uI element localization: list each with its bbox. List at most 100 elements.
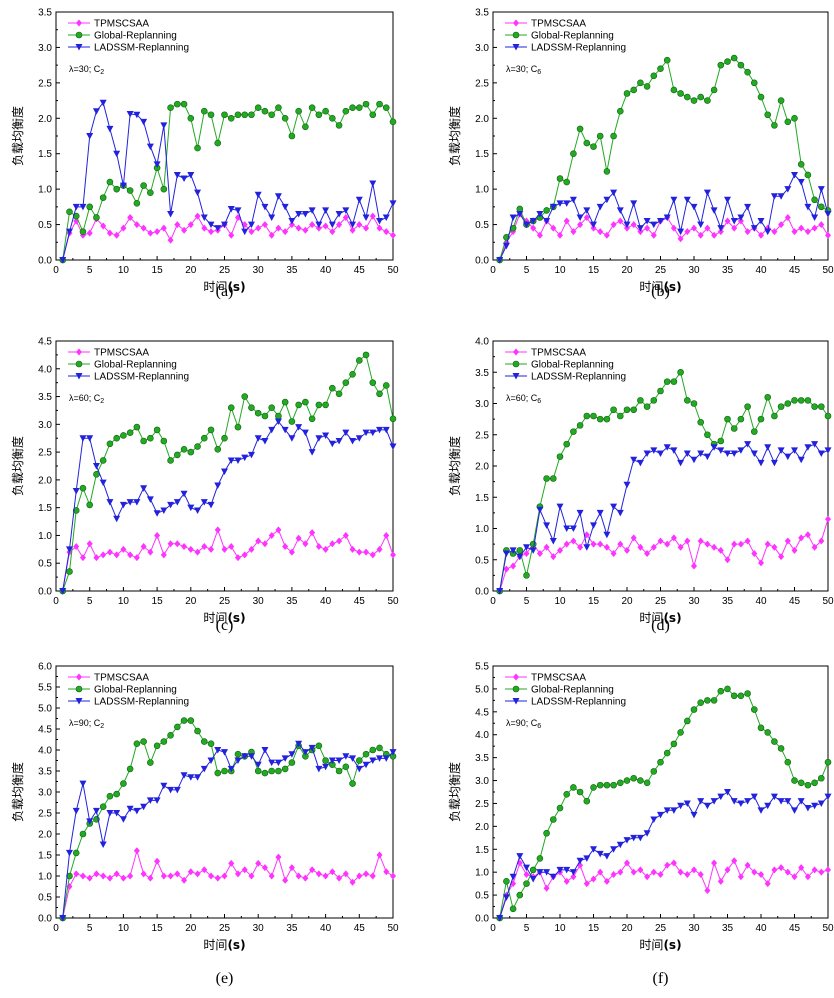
data-point-circle — [750, 428, 758, 435]
data-point-diamond — [684, 870, 691, 878]
data-point-triangle — [797, 179, 805, 186]
data-point-circle — [194, 144, 201, 152]
x-tick-label: 50 — [387, 923, 399, 934]
data-point-diamond — [751, 550, 758, 557]
data-point-triangle — [603, 196, 611, 204]
data-point-circle — [563, 440, 571, 448]
data-point-triangle — [288, 751, 296, 758]
data-point-triangle — [349, 438, 357, 445]
x-tick-label: 15 — [152, 265, 164, 276]
data-point-diamond — [356, 221, 363, 229]
data-point-diamond — [261, 864, 268, 872]
data-point-triangle — [623, 221, 631, 229]
condition-annotation-subscript: 2 — [100, 398, 104, 405]
data-point-diamond — [100, 872, 107, 880]
data-point-triangle — [221, 221, 228, 229]
data-point-circle — [730, 692, 738, 700]
data-point-diamond — [86, 874, 93, 882]
data-point-triangle — [59, 257, 67, 264]
condition-annotation-text: λ=30; C — [506, 64, 538, 74]
data-point-diamond — [650, 231, 657, 239]
legend: TPMSCSAAGlobal-ReplanningLADSSM-Replanni… — [68, 673, 189, 708]
data-point-diamond — [724, 217, 731, 225]
y-tick-label: 0.0 — [38, 256, 52, 267]
y-tick-label: 4.0 — [38, 364, 52, 375]
x-axis-title-text: 时间 — [639, 280, 663, 294]
data-point-diamond — [778, 221, 785, 229]
y-tick-label: 1.5 — [38, 503, 52, 514]
data-point-circle — [777, 403, 785, 410]
data-point-circle — [72, 507, 80, 514]
data-point-diamond — [167, 236, 174, 244]
y-tick-label: 0.0 — [475, 587, 489, 598]
y-tick-label: 1.0 — [475, 868, 489, 879]
data-point-diamond — [261, 540, 268, 548]
series-line-diamond — [62, 215, 394, 261]
data-point-triangle — [683, 196, 691, 204]
condition-annotation-text: λ=30; C — [69, 64, 101, 74]
data-point-diamond — [309, 221, 316, 229]
data-point-diamond — [771, 228, 778, 236]
data-point-diamond — [167, 872, 174, 880]
data-point-diamond — [322, 545, 329, 553]
data-point-triangle — [227, 765, 235, 773]
data-point-diamond — [583, 531, 590, 539]
y-tick-label: 2.5 — [38, 78, 52, 89]
data-point-triangle — [106, 499, 114, 506]
data-point-diamond — [187, 545, 194, 553]
data-point-triangle — [254, 435, 262, 442]
data-point-diamond — [268, 231, 275, 239]
data-point-circle — [180, 100, 188, 108]
data-point-circle — [200, 738, 208, 745]
data-point-triangle — [650, 816, 658, 823]
y-tick-label: 3.5 — [475, 8, 489, 19]
x-axis-title-text: 时间 — [203, 938, 227, 952]
y-tick-label: 1.5 — [38, 149, 52, 160]
data-point-diamond — [214, 526, 221, 534]
x-axis-title: 时间(s) — [639, 280, 681, 294]
data-point-triangle — [376, 218, 384, 225]
data-point-triangle — [173, 499, 181, 506]
data-point-circle — [376, 390, 383, 398]
data-point-diamond — [523, 870, 530, 878]
data-point-circle — [302, 123, 309, 131]
data-point-diamond — [664, 540, 671, 548]
data-point-triangle — [784, 453, 792, 461]
data-point-circle — [583, 797, 591, 805]
data-point-diamond — [336, 537, 343, 545]
data-point-diamond — [603, 877, 610, 885]
data-point-triangle — [301, 210, 309, 218]
data-point-triangle — [106, 810, 114, 817]
data-point-circle — [113, 185, 120, 193]
data-point-triangle — [180, 772, 188, 779]
data-point-triangle — [636, 834, 644, 842]
data-point-triangle — [261, 438, 269, 445]
data-point-circle — [207, 426, 215, 434]
data-point-diamond — [717, 877, 724, 885]
y-tick-label: 0.5 — [38, 893, 52, 904]
y-tick-label: 3.0 — [475, 43, 489, 54]
data-point-diamond — [390, 551, 396, 559]
data-point-triangle — [160, 122, 168, 129]
legend-marker-circle — [512, 31, 520, 39]
y-tick-label: 0.5 — [38, 220, 52, 231]
data-point-triangle — [221, 749, 228, 756]
data-point-triangle — [369, 180, 377, 187]
data-point-diamond — [336, 874, 343, 882]
data-point-triangle — [643, 450, 651, 457]
data-point-triangle — [133, 111, 141, 119]
data-point-diamond — [147, 229, 154, 237]
data-point-triangle — [623, 837, 631, 844]
panel-label: (f) — [653, 970, 669, 987]
data-point-circle — [616, 412, 624, 420]
y-tick-label: 1.5 — [475, 493, 489, 504]
data-point-circle — [556, 175, 564, 182]
data-point-circle — [227, 404, 235, 411]
data-point-diamond — [201, 866, 208, 874]
data-point-diamond — [93, 870, 100, 878]
data-point-diamond — [610, 870, 617, 878]
condition-annotation-subscript: 2 — [100, 723, 104, 730]
x-tick-label: 10 — [118, 596, 130, 607]
data-point-circle — [254, 409, 262, 417]
data-point-diamond — [79, 872, 86, 880]
